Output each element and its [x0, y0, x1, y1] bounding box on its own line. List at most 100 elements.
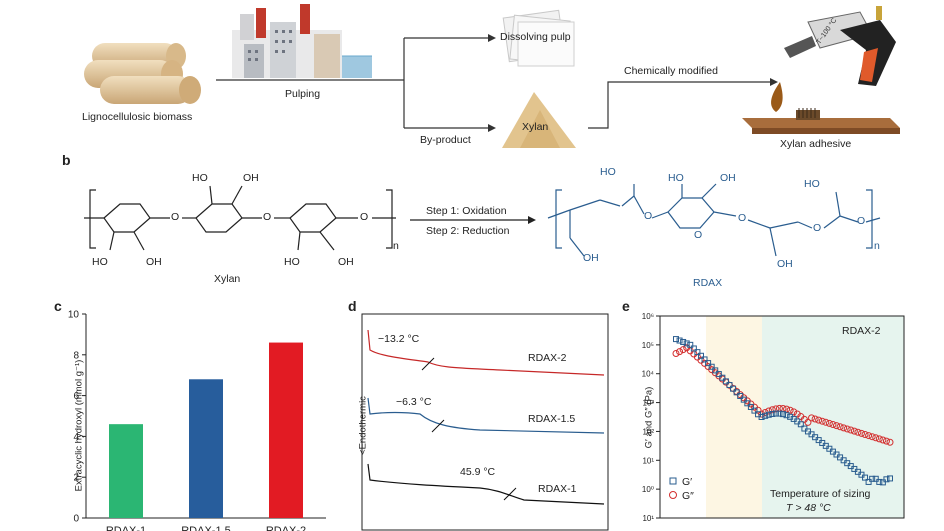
g-double-prime-point — [672, 350, 680, 358]
xylan-ho-bottom-1: HO — [92, 256, 108, 268]
rdax-o-1: O — [644, 210, 653, 222]
g-double-prime-point — [726, 381, 733, 389]
g-double-prime-point — [804, 418, 812, 426]
step1-label: Step 1: Oxidation — [426, 205, 507, 217]
g-prime-point — [726, 382, 733, 389]
g-double-prime-point — [793, 410, 801, 418]
rheology-ylabel: G′ and G″ (Pa) — [643, 386, 655, 449]
dsc-ylabel: <Endothermic — [357, 396, 369, 455]
rdax-structure — [547, 183, 881, 257]
g-prime-point — [687, 341, 694, 348]
xylan-o-3: O — [360, 211, 369, 223]
g-double-prime-point — [833, 422, 840, 430]
step2-label: Step 2: Reduction — [426, 225, 510, 237]
g-double-prime-point — [879, 436, 887, 444]
g-prime-point — [826, 445, 833, 452]
g-prime-point — [730, 385, 737, 392]
g-double-prime-point — [882, 437, 890, 445]
g-double-prime-point — [886, 438, 894, 446]
legend-g-prime: G′ — [682, 476, 693, 488]
xylan-oh-bottom-1: OH — [146, 256, 162, 268]
g-prime-point — [740, 396, 747, 403]
chart-c-xtick-label: RDAX-2 — [266, 525, 306, 531]
xylan-ho-top: HO — [192, 172, 208, 184]
dissolving-pulp-label: Dissolving pulp — [500, 31, 571, 43]
xylan-o-2: O — [263, 211, 272, 223]
g-prime-point — [737, 392, 744, 399]
panel-e-letter: e — [622, 298, 630, 314]
g-double-prime-point — [729, 384, 737, 392]
g-double-prime-point — [715, 372, 723, 380]
xylan-subscript-n: n — [393, 240, 399, 252]
g-double-prime-point — [865, 432, 873, 440]
bar-rdax-2 — [269, 342, 303, 518]
modification-arrow — [588, 81, 770, 129]
legend-g-double-prime-marker — [669, 491, 677, 499]
g-prime-point — [705, 360, 712, 367]
rdax-ho-2: HO — [668, 172, 684, 184]
g-double-prime-point — [740, 394, 748, 402]
bar-rdax-1-5 — [189, 379, 223, 518]
g-double-prime-point — [775, 404, 783, 412]
g-prime-point — [776, 410, 783, 417]
g-prime-point — [869, 475, 876, 482]
g-prime-point — [879, 479, 886, 486]
g-prime-point — [865, 478, 872, 485]
factory-icon — [232, 4, 372, 78]
g-double-prime-point — [825, 419, 833, 427]
g-prime-point — [676, 337, 683, 344]
g-double-prime-point — [690, 350, 698, 358]
g-double-prime-point — [768, 406, 776, 414]
g-prime-point — [854, 468, 861, 475]
g-double-prime-point — [829, 421, 837, 429]
xylan-o-1: O — [171, 211, 180, 223]
g-double-prime-point — [772, 405, 780, 413]
g-double-prime-point — [765, 407, 773, 415]
g-prime-point — [780, 411, 786, 418]
g-double-prime-point — [750, 403, 758, 411]
pulping-label: Pulping — [285, 88, 321, 100]
g-double-prime-point — [733, 388, 741, 396]
g-double-prime-point — [797, 413, 805, 421]
g-prime-point — [769, 410, 776, 417]
chart-c-ylabel: Extracyclic hydroxyl (mmol g⁻¹) — [73, 359, 85, 492]
g-prime-point — [822, 442, 829, 449]
g-prime-point — [815, 437, 822, 444]
g-double-prime-point — [843, 425, 851, 433]
g-prime-point — [829, 448, 836, 455]
g-double-prime-point — [850, 427, 858, 435]
g-prime-point — [722, 378, 729, 385]
chart-c-ytick-label: 10 — [68, 310, 80, 321]
g-double-prime-point — [697, 356, 705, 364]
g-double-prime-point — [779, 404, 787, 412]
g-double-prime-point — [790, 408, 798, 416]
rdax-oh-bottom-1: OH — [583, 252, 599, 264]
g-double-prime-point — [701, 359, 709, 367]
g-prime-point — [887, 475, 893, 482]
g-double-prime-point — [836, 423, 844, 431]
rdax-o-ring: O — [694, 229, 703, 241]
chart-e-ytick-label: 10¹ — [642, 514, 654, 523]
g-double-prime-point — [808, 414, 816, 422]
g-prime-point — [819, 439, 826, 446]
rheology-title: RDAX-2 — [842, 325, 881, 337]
g-double-prime-point — [711, 369, 719, 377]
xylan-name-label: Xylan — [214, 273, 241, 285]
glue-drop-icon — [771, 82, 783, 112]
g-prime-point — [765, 411, 772, 418]
dsc-label-rdax-2: RDAX-2 — [528, 352, 567, 364]
g-double-prime-point — [676, 348, 684, 356]
g-double-prime-point — [686, 347, 694, 355]
dsc-label-rdax-15: RDAX-1.5 — [528, 413, 576, 425]
g-double-prime-point — [854, 428, 862, 436]
g-prime-point — [719, 374, 726, 381]
xylan-oh-bottom-2: OH — [338, 256, 354, 268]
g-prime-point — [872, 475, 879, 482]
g-prime-point — [804, 428, 811, 435]
g-double-prime-point — [815, 416, 823, 424]
g-prime-point — [701, 356, 708, 363]
g-prime-point — [883, 476, 890, 483]
g-prime-point — [801, 425, 808, 432]
